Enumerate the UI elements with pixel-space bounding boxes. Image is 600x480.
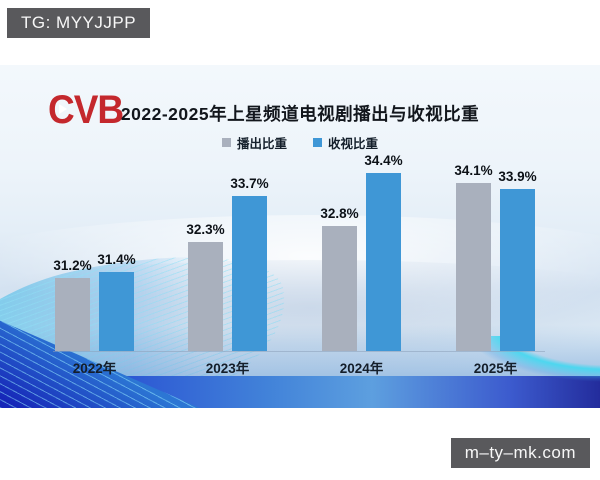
bar-value-label: 34.1% [454,163,493,178]
bar-2025年-收视比重 [500,189,535,351]
bar-value-label: 34.4% [364,153,403,168]
play-triangle-icon [59,104,67,114]
bar-value-label: 31.4% [97,252,136,267]
category-label: 2022年 [72,361,117,376]
category-label: 2024年 [339,361,384,376]
bar-2023年-收视比重 [232,196,267,351]
chart-legend: 播出比重 收视比重 [0,133,600,152]
bar-value-label: 32.8% [320,206,359,221]
bar-2022年-播出比重 [55,278,90,351]
bar-2024年-收视比重 [366,173,401,351]
bar-2025年-播出比重 [456,183,491,351]
bar-value-label: 33.9% [498,169,537,184]
chart-title: 2022-2025年上星频道电视剧播出与收视比重 [120,104,480,124]
bar-2023年-播出比重 [188,242,223,351]
bar-value-label: 33.7% [230,176,269,191]
legend-item: 播出比重 [221,133,287,152]
chart-poster-image: CVB 2022-2025年上星频道电视剧播出与收视比重 播出比重 收视比重 31… [0,65,600,408]
bar-2024年-播出比重 [322,226,357,351]
legend-swatch [221,138,231,147]
category-label: 2023年 [205,361,250,376]
website-watermark-badge: m–ty–mk.com [450,438,590,468]
bar-2022年-收视比重 [99,272,134,351]
cvb-logo: CVB [48,87,124,131]
category-label: 2025年 [473,361,518,376]
telegram-watermark-badge: TG: MYYJJPP [7,8,151,38]
bar-chart-plot: 31.2% 31.4% 32.3% 33.7% 32.8% 34.4% 34.1% 33.9% [0,65,600,352]
legend-label: 收视比重 [328,137,379,151]
x-axis-line [53,351,545,352]
legend-swatch [313,138,322,147]
legend-label: 播出比重 [236,137,287,151]
legend-item: 收视比重 [313,133,378,152]
bar-value-label: 32.3% [186,222,225,237]
bar-value-label: 31.2% [53,258,92,273]
